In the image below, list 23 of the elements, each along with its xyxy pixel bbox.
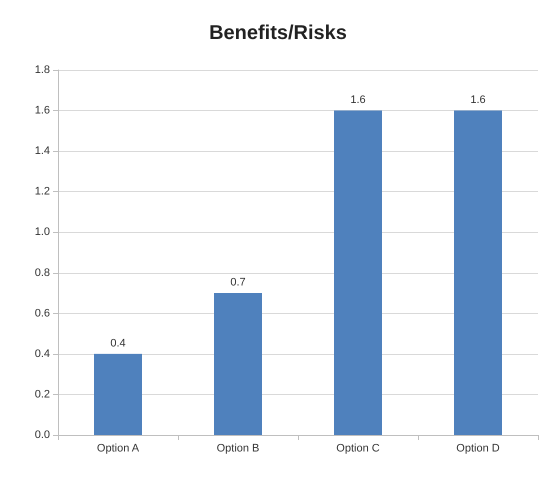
data-label: 0.4: [110, 337, 126, 350]
y-tick-label: 0.8: [34, 266, 50, 279]
data-label: 0.7: [230, 276, 246, 289]
y-tick-label: 0.6: [34, 307, 50, 320]
y-tick-label: 1.0: [34, 226, 50, 238]
x-tick-label: Option A: [96, 442, 140, 454]
y-tick-label: 0.2: [34, 388, 50, 400]
x-tick-label: Option C: [336, 442, 380, 454]
bar: [94, 354, 142, 435]
y-tick-label: 1.4: [34, 145, 50, 158]
bar: [454, 110, 502, 435]
chart-title: Benefits/Risks: [209, 22, 347, 44]
data-label: 1.6: [470, 94, 486, 106]
x-tick-label: Option D: [456, 442, 500, 454]
y-tick-label: 0.4: [34, 348, 50, 360]
y-tick-label: 1.8: [34, 64, 50, 76]
y-tick-label: 1.6: [34, 104, 50, 117]
y-tick-label: 0.0: [34, 429, 50, 441]
bar: [214, 293, 262, 435]
data-label: 1.6: [350, 94, 366, 106]
x-tick-label: Option B: [216, 442, 260, 454]
bar: [334, 110, 382, 435]
y-tick-label: 1.2: [34, 186, 50, 198]
